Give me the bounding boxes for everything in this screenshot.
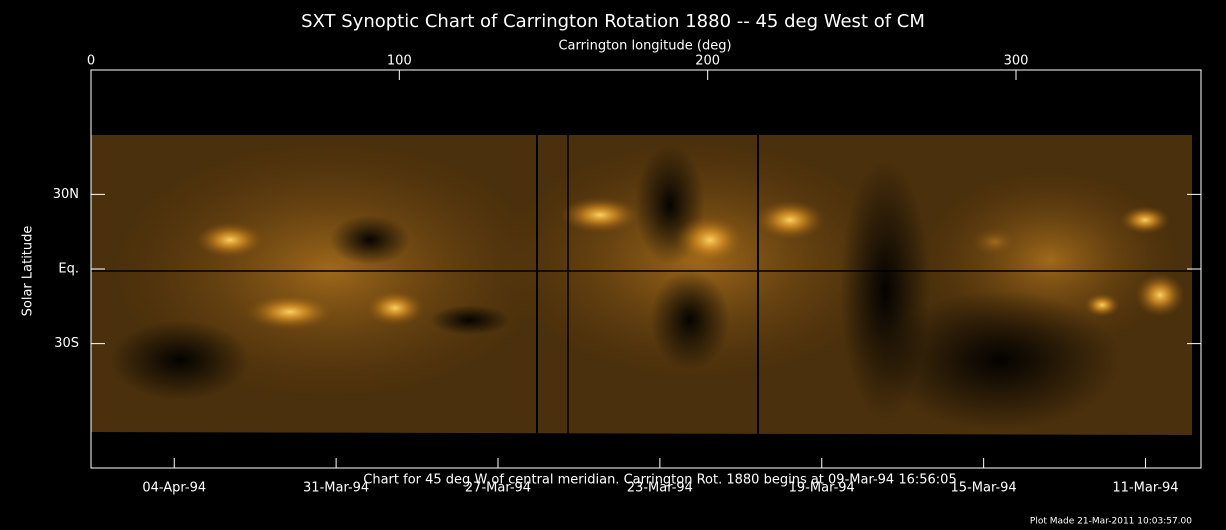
footer: Plot Made 21-Mar-2011 10:03:57.00: [1030, 517, 1192, 527]
y-tick-label: 30N: [53, 187, 79, 202]
caption: Chart for 45 deg W of central meridian. …: [363, 473, 956, 488]
date-tick-label: 31-Mar-94: [303, 481, 369, 496]
x-tick-label: 200: [695, 54, 720, 69]
y-tick-label: Eq.: [58, 262, 79, 277]
date-tick-label: 04-Apr-94: [142, 481, 206, 496]
date-tick-label: 23-Mar-94: [627, 481, 693, 496]
chart-title: SXT Synoptic Chart of Carrington Rotatio…: [301, 11, 925, 32]
x-tick-label: 0: [87, 54, 95, 69]
y-axis-label: Solar Latitude: [21, 226, 36, 317]
date-tick-label: 15-Mar-94: [951, 481, 1017, 496]
synoptic-image: [91, 135, 1200, 435]
x-axis-label: Carrington longitude (deg): [558, 39, 731, 54]
date-tick-label: 27-Mar-94: [465, 481, 531, 496]
y-tick-label: 30S: [54, 336, 79, 351]
x-tick-label: 100: [387, 54, 412, 69]
date-tick-label: 11-Mar-94: [1112, 481, 1178, 496]
date-tick-label: 19-Mar-94: [789, 481, 855, 496]
x-tick-label: 300: [1004, 54, 1029, 69]
